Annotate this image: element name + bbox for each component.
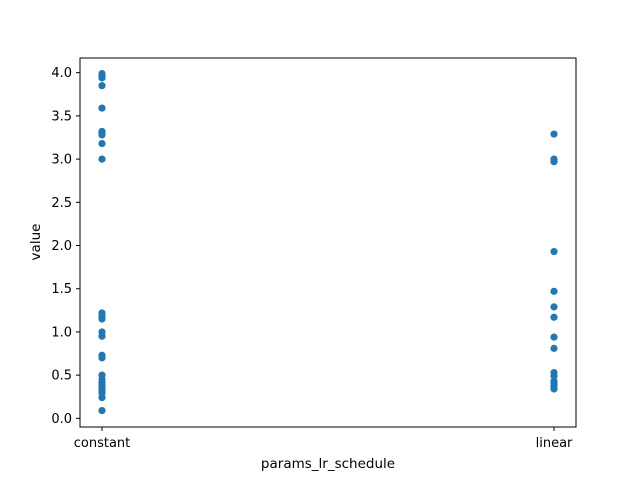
y-axis-label: value xyxy=(28,224,44,261)
y-tick-label: 2.0 xyxy=(51,239,72,254)
data-point xyxy=(550,287,558,295)
data-points xyxy=(98,69,558,415)
data-point xyxy=(550,385,558,393)
x-tick-label: constant xyxy=(74,436,131,451)
y-tick-label: 3.0 xyxy=(51,153,72,168)
data-point xyxy=(98,394,106,402)
data-point xyxy=(550,313,558,321)
x-tick-label: linear xyxy=(536,436,573,451)
data-point xyxy=(550,333,558,341)
data-point xyxy=(98,131,106,139)
x-axis: constant linear xyxy=(74,427,573,451)
y-tick-label: 0.5 xyxy=(51,369,72,384)
y-tick-label: 2.5 xyxy=(51,196,72,211)
data-point xyxy=(98,82,106,90)
y-axis: 0.0 0.5 1.0 1.5 2.0 2.5 3.0 3.5 4.0 xyxy=(51,66,80,427)
data-point xyxy=(550,372,558,380)
x-axis-label: params_lr_schedule xyxy=(261,456,395,472)
data-point xyxy=(550,303,558,311)
data-point xyxy=(98,315,106,323)
y-tick-label: 0.0 xyxy=(51,412,72,427)
data-point xyxy=(550,247,558,256)
data-point xyxy=(98,354,106,362)
data-point xyxy=(98,332,106,340)
plot-frame xyxy=(79,57,577,428)
data-point xyxy=(98,155,106,163)
data-point xyxy=(98,74,106,82)
y-tick-label: 1.5 xyxy=(51,282,72,297)
y-tick-label: 1.0 xyxy=(51,325,72,340)
y-tick-label: 4.0 xyxy=(51,66,72,81)
data-point xyxy=(550,344,558,352)
data-point xyxy=(550,130,558,138)
data-point xyxy=(98,104,106,112)
data-point xyxy=(98,139,106,148)
y-tick-label: 3.5 xyxy=(51,109,72,124)
data-point xyxy=(98,406,106,415)
data-point xyxy=(550,158,558,166)
